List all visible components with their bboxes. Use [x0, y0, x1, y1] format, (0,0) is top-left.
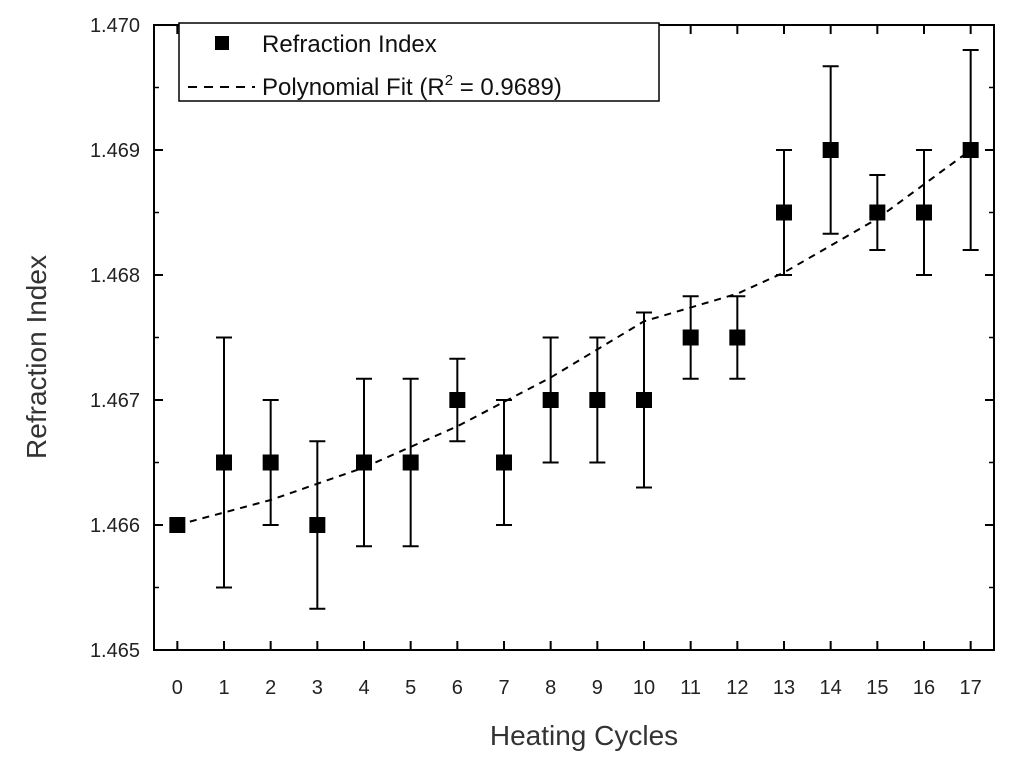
data-point-marker: [962, 142, 979, 158]
legend-box: [178, 22, 660, 102]
x-tick-label: 7: [498, 677, 509, 699]
y-axis-title: Refraction Index: [21, 255, 52, 459]
x-tick-label: 12: [726, 677, 748, 699]
legend-marker-square-icon: [215, 36, 229, 50]
x-tick-label: 15: [866, 677, 888, 699]
data-point-marker: [869, 204, 886, 221]
y-tick-label: 1.468: [90, 265, 140, 287]
data-point-marker: [682, 329, 699, 346]
data-point-marker: [496, 454, 512, 471]
data-point-marker: [309, 517, 326, 533]
data-point-marker: [169, 517, 186, 533]
data-point-marker: [449, 392, 466, 408]
legend-label-refraction-index: Refraction Index: [262, 31, 437, 58]
x-tick-label: 0: [172, 677, 183, 699]
x-tick-label: 6: [452, 677, 463, 699]
x-axis-title: Heating Cycles: [490, 720, 678, 751]
error-bars: [216, 49, 979, 610]
y-tick-label: 1.467: [90, 390, 140, 412]
data-point-marker: [729, 329, 746, 346]
legend: Refraction Index Polynomial Fit (R2 = 0.…: [178, 22, 660, 102]
y-tick-label: 1.465: [90, 640, 140, 662]
y-tick-label: 1.466: [90, 515, 140, 537]
y-axis-tick-labels: 1.465 1.466 1.467 1.468 1.469 1.470: [90, 15, 140, 662]
data-point-marker: [589, 392, 606, 408]
data-point-marker: [356, 454, 372, 471]
data-point-marker: [216, 454, 232, 471]
x-tick-label: 1: [218, 677, 229, 699]
polynomial-fit-series: [177, 149, 972, 526]
x-tick-label: 13: [773, 677, 795, 699]
x-tick-label: 4: [358, 677, 369, 699]
plot-frame: [153, 24, 995, 651]
y-tick-label: 1.470: [90, 15, 140, 37]
data-point-marker: [262, 454, 279, 471]
x-tick-label: 11: [680, 677, 701, 699]
x-tick-label: 8: [545, 677, 556, 699]
x-tick-label: 9: [592, 677, 603, 699]
polynomial-fit-line: [177, 149, 972, 526]
legend-label-polynomial-fit: Polynomial Fit (R2 = 0.9689): [262, 72, 562, 101]
data-point-marker: [636, 392, 652, 408]
data-point-marker: [542, 392, 559, 408]
axis-ticks: [154, 24, 994, 651]
x-tick-label: 2: [265, 677, 276, 699]
data-markers: [169, 142, 979, 533]
x-tick-label: 14: [820, 677, 842, 699]
x-axis-tick-labels: 0 1 2 3 4 5 6 7 8 9 10 11 12 13 14 15 16 17: [172, 677, 982, 699]
x-tick-label: 3: [312, 677, 323, 699]
data-point-marker: [916, 204, 932, 221]
data-point-marker: [402, 454, 419, 471]
data-point-marker: [822, 142, 839, 158]
x-tick-label: 17: [960, 677, 982, 699]
x-tick-label: 5: [405, 677, 416, 699]
x-tick-label: 16: [913, 677, 935, 699]
y-tick-label: 1.469: [90, 140, 140, 162]
data-point-marker: [776, 204, 792, 221]
x-tick-label: 10: [633, 677, 655, 699]
